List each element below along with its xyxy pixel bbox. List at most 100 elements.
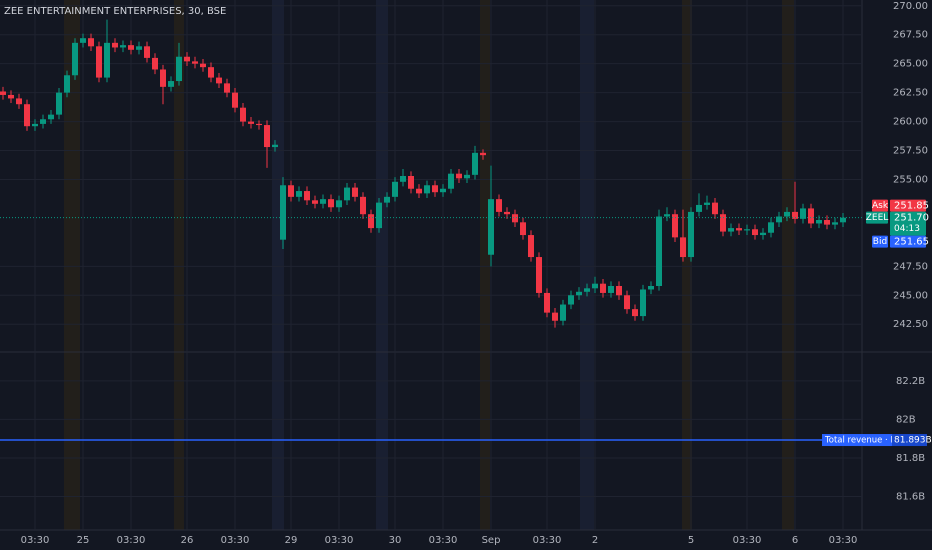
- indicator-value: 81.893B: [894, 436, 932, 446]
- quote-value-box: [890, 199, 926, 212]
- candle-body: [16, 98, 22, 105]
- candle-body: [384, 196, 390, 203]
- candle-body: [800, 208, 806, 219]
- candle-body: [216, 77, 222, 84]
- candle-body: [152, 57, 158, 70]
- candle-body: [696, 204, 702, 212]
- candle-body: [96, 46, 102, 78]
- candle-body: [728, 228, 734, 232]
- candle-body: [304, 191, 310, 201]
- session-band: [480, 0, 490, 530]
- candle-body: [184, 56, 190, 62]
- candle-body: [280, 185, 286, 240]
- candle-body: [48, 114, 54, 120]
- y-tick-label: 82.2B: [896, 376, 925, 387]
- quote-name: Bid: [873, 237, 887, 247]
- session-band: [376, 0, 388, 530]
- candle-body: [232, 92, 238, 108]
- countdown: 04:13: [894, 224, 920, 234]
- candle-body: [208, 67, 214, 78]
- x-tick-label: 26: [181, 535, 194, 546]
- candle-body: [448, 173, 454, 189]
- candle-body: [664, 214, 670, 217]
- quote-value-box: [890, 211, 926, 236]
- candle-body: [104, 42, 110, 78]
- x-tick-label: 03:30: [325, 535, 354, 546]
- candle-body: [824, 220, 830, 225]
- candle-body: [456, 173, 462, 179]
- candle-body: [0, 91, 6, 95]
- candle-body: [120, 45, 126, 48]
- candle-body: [672, 214, 678, 238]
- candle-body: [584, 288, 590, 292]
- candle-body: [376, 202, 382, 229]
- candle-body: [416, 188, 422, 194]
- x-tick-label: 25: [77, 535, 90, 546]
- session-band: [64, 0, 80, 530]
- quote-value-box: [890, 235, 926, 248]
- candle-body: [656, 216, 662, 286]
- session-bands: [64, 0, 794, 530]
- candle-body: [520, 222, 526, 236]
- candle-body: [320, 199, 326, 204]
- quote-name: Ask: [872, 201, 889, 211]
- candle-body: [168, 81, 174, 87]
- x-tick-label: 03:30: [733, 535, 762, 546]
- x-tick-label: 2: [592, 535, 598, 546]
- indicator-name-box: [822, 434, 892, 447]
- candle-body: [632, 309, 638, 317]
- candle-body: [128, 45, 134, 50]
- grid: [0, 0, 862, 530]
- candle-body: [504, 211, 510, 215]
- candle-body: [360, 196, 366, 215]
- session-band: [272, 0, 284, 530]
- candle-body: [368, 214, 374, 229]
- chart-title: ZEE ENTERTAINMENT ENTERPRISES, 30, BSE: [4, 6, 226, 17]
- session-band: [782, 0, 794, 530]
- session-band: [682, 0, 692, 530]
- y-tick-label: 255.00: [893, 174, 928, 185]
- candle-body: [744, 229, 750, 231]
- candle-body: [496, 199, 502, 212]
- quote-name-box: [866, 211, 888, 224]
- candle-body: [424, 185, 430, 194]
- candle-body: [680, 237, 686, 258]
- candle-body: [704, 202, 710, 205]
- candle-body: [624, 295, 630, 310]
- candle-body: [176, 56, 182, 82]
- quote-name: ZEEL: [866, 213, 889, 223]
- candle-body: [272, 144, 278, 148]
- candle-body: [440, 188, 446, 193]
- candle-body: [752, 229, 758, 236]
- labels: 270.00 267.50 265.00 262.50 260.00 257.50 255.…: [21, 1, 932, 546]
- candle-body: [640, 289, 646, 317]
- x-tick-label: 03:30: [221, 535, 250, 546]
- quote-name-box: [872, 235, 888, 248]
- candle-body: [8, 94, 14, 99]
- quote-value: 251.85: [894, 201, 929, 212]
- candle-body: [648, 286, 654, 290]
- candle-body: [64, 75, 70, 93]
- candle-body: [160, 69, 166, 87]
- candle-body: [408, 176, 414, 189]
- y-tick-label: 247.50: [893, 261, 928, 272]
- indicator-value-box: [892, 434, 927, 447]
- candle-body: [536, 257, 542, 293]
- candle-body: [472, 152, 478, 175]
- candle-body: [264, 125, 270, 148]
- x-tick-label: 03:30: [117, 535, 146, 546]
- candle-body: [248, 121, 254, 124]
- candle-body: [840, 217, 846, 223]
- candle-body: [136, 46, 142, 50]
- y-tick-label: 265.00: [893, 59, 928, 70]
- y-tick-label: 82B: [896, 414, 916, 425]
- y-tick-label: 245.00: [893, 290, 928, 301]
- candle-body: [328, 199, 334, 208]
- y-tick-label: 257.50: [893, 146, 928, 157]
- candle-body: [608, 286, 614, 293]
- candle-body: [352, 187, 358, 197]
- candle-body: [784, 211, 790, 217]
- y-tick-label: 81.6B: [896, 491, 925, 502]
- candle-body: [32, 123, 38, 127]
- candle-body: [112, 42, 118, 48]
